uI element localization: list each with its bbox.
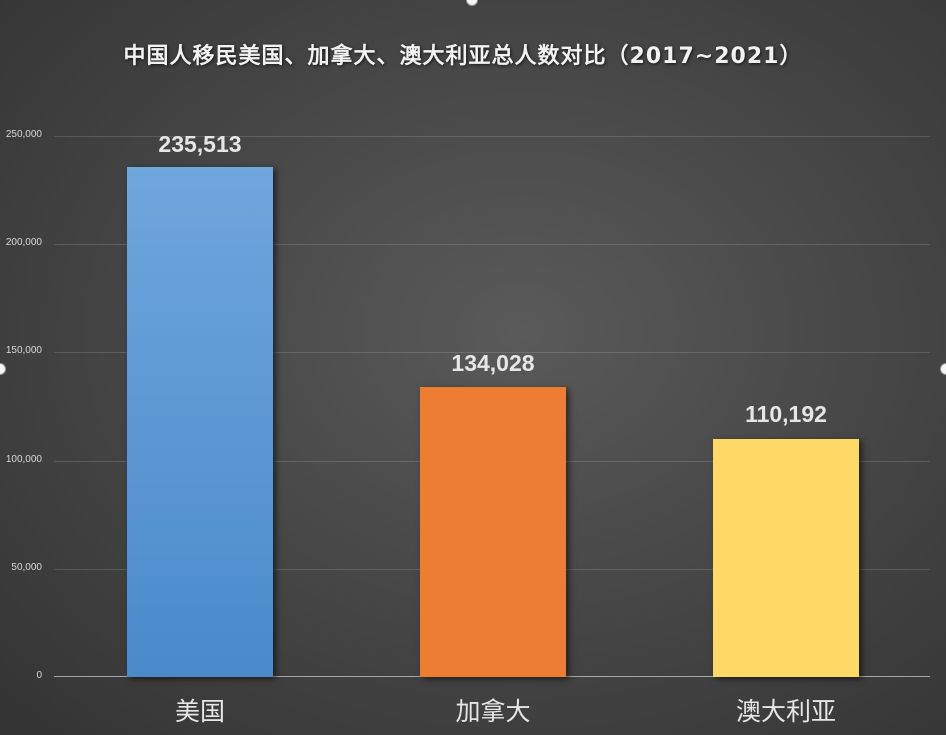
x-category-label: 加拿大	[455, 697, 531, 726]
y-tick-label: 250,000	[5, 129, 42, 140]
gridline-150000	[54, 352, 930, 353]
resize-handle-left[interactable]	[0, 363, 6, 375]
chart-title[interactable]: 中国人移民美国、加拿大、澳大利亚总人数对比（2017~2021）	[123, 44, 803, 69]
gridline-250000	[54, 136, 930, 137]
data-label-canada: 134,028	[451, 350, 535, 376]
y-tick-label: 200,000	[5, 237, 42, 248]
bar-australia[interactable]	[713, 439, 859, 677]
data-label-australia: 110,192	[745, 401, 827, 427]
plot-area[interactable]	[54, 136, 930, 677]
resize-handle-right[interactable]	[940, 363, 946, 375]
bar-canada[interactable]	[420, 387, 566, 677]
x-category-label: 澳大利亚	[735, 697, 836, 726]
y-tick-label: 150,000	[5, 345, 42, 356]
y-tick-label: 100,000	[5, 454, 42, 465]
x-category-label: 美国	[174, 697, 225, 726]
data-label-usa: 235,513	[158, 131, 242, 157]
y-tick-label: 0	[36, 670, 42, 681]
resize-handle-top[interactable]	[466, 0, 478, 6]
bar-usa[interactable]	[127, 167, 273, 677]
gridline-200000	[54, 244, 930, 245]
y-tick-label: 50,000	[11, 562, 42, 573]
